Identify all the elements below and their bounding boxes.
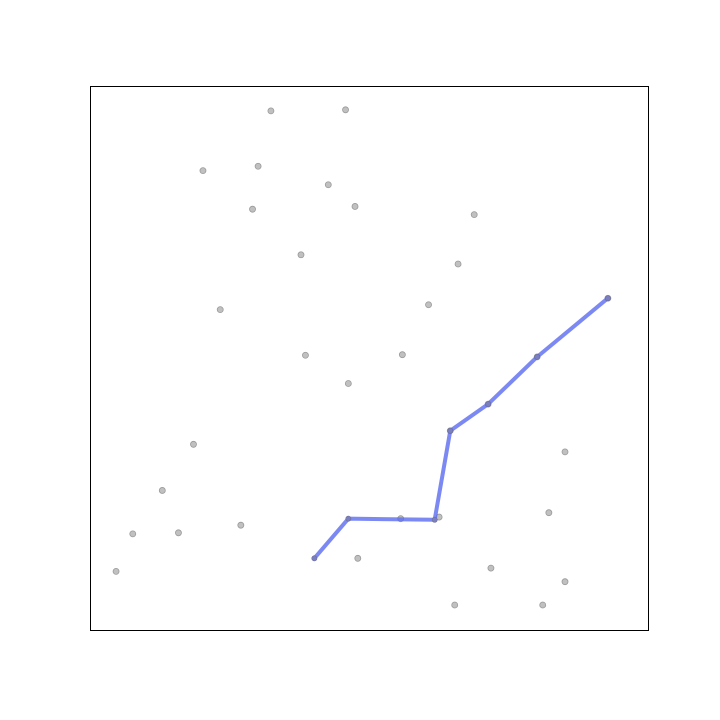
scatter-point [487,564,495,572]
scatter-point [344,380,352,387]
scatter-point [254,162,262,170]
scatter-point [324,181,332,189]
path-vertex [431,516,438,523]
scatter-point [561,448,569,456]
path-series [311,295,611,562]
scatter-point [398,351,406,359]
scatter-point [302,351,309,359]
scatter-point [351,203,359,210]
scatter-point [175,529,182,537]
scatter-point [199,167,207,175]
scatter-point [267,107,275,115]
scatter-point [354,554,362,562]
scatter-point [561,578,569,586]
scatter-point [425,301,432,309]
scatter-point [470,211,478,219]
scatter-point [451,601,459,609]
path-vertex [447,427,454,434]
scatter-point [112,567,120,575]
path-vertex [311,555,318,562]
scatter-point [342,106,349,114]
scatter-point [454,260,462,268]
scatter-point [539,601,547,609]
scatter-point [249,205,256,213]
scatter-point [297,251,305,259]
plot-area-frame [90,86,649,631]
scatter-point [158,487,166,494]
path-vertex [485,401,492,408]
scatter-point [216,306,224,314]
path-vertex [604,295,611,302]
scatter-point [545,509,553,517]
scatter-point [237,521,245,529]
scatter-point [190,440,197,448]
scatter-point [129,530,137,538]
path-vertex [534,353,541,360]
path-vertex [345,515,352,522]
